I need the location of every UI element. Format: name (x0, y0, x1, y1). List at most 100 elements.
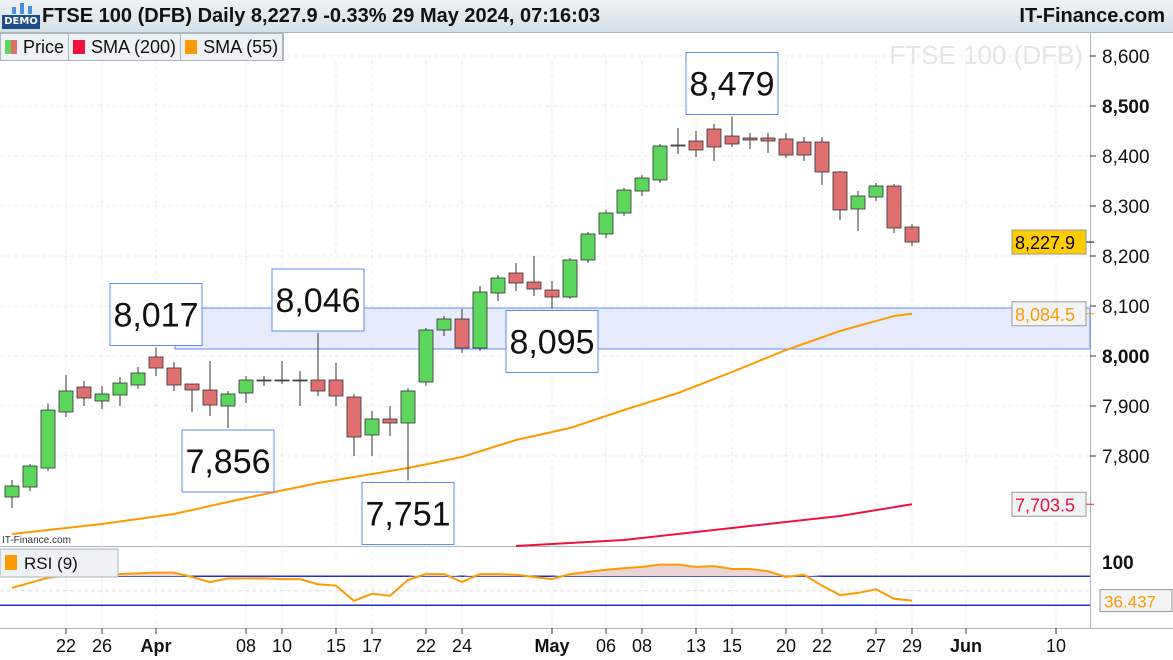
x-tick-label: 10 (1046, 636, 1066, 656)
candle (382, 418, 398, 424)
y-tick-label: 8,100 (1102, 297, 1150, 318)
candle (238, 379, 254, 394)
candle (184, 383, 200, 391)
candle (418, 329, 434, 383)
candle (634, 177, 650, 192)
price-swatch (5, 40, 17, 54)
rsi-line (11, 563, 913, 603)
x-tick-label: Apr (141, 636, 172, 656)
candle (76, 386, 92, 399)
candle (148, 356, 164, 369)
candle (274, 379, 290, 382)
candle (706, 128, 722, 148)
y-tick-label: 8,200 (1102, 247, 1150, 268)
annotation-box (361, 482, 455, 545)
candle (112, 382, 128, 396)
candle (508, 272, 524, 284)
candle (796, 141, 812, 156)
x-tick-label: 27 (866, 636, 886, 656)
candle (760, 137, 776, 142)
x-tick-label: 26 (92, 636, 112, 656)
x-tick-label: 20 (776, 636, 796, 656)
candle (400, 390, 416, 424)
legend-price[interactable]: Price (1, 34, 70, 60)
candle (328, 379, 344, 397)
candle (166, 367, 182, 386)
x-tick-label: 22 (812, 636, 832, 656)
x-tick-label: 22 (56, 636, 76, 656)
x-tick-label: 06 (596, 636, 616, 656)
panel-divider (0, 546, 1090, 547)
x-tick-label: 08 (236, 636, 256, 656)
rsi-legend (0, 548, 119, 578)
candle (778, 138, 794, 156)
legend-sma200[interactable]: SMA (200) (69, 34, 182, 60)
axis-divider (0, 628, 1173, 629)
y-tick-label: 7,900 (1102, 397, 1150, 418)
last-value-box (1011, 229, 1087, 255)
x-tick-label: 15 (722, 636, 742, 656)
instrument-watermark: FTSE 100 (DFB) (889, 40, 1083, 70)
y-tick-label: 8,400 (1102, 147, 1150, 168)
legend-label: SMA (55) (203, 36, 279, 57)
x-tick-label: 15 (326, 636, 346, 656)
x-tick-label: 17 (362, 636, 382, 656)
candle (58, 390, 74, 413)
candle (472, 291, 488, 349)
x-tick-label: 22 (416, 636, 436, 656)
y-tick-label: 8,600 (1102, 47, 1150, 68)
x-tick-label: 24 (452, 636, 472, 656)
candle (220, 393, 236, 407)
candle (850, 195, 866, 210)
x-tick-label: 29 (902, 636, 922, 656)
candle (454, 318, 470, 349)
candle (22, 465, 38, 488)
x-tick-label: 08 (632, 636, 652, 656)
last-value-label: 8,084.5 (1015, 305, 1075, 325)
panel-source: IT-Finance.com (2, 535, 71, 546)
candle (886, 185, 902, 229)
candle (40, 409, 56, 469)
bars-icon (12, 3, 32, 14)
candle (94, 393, 110, 402)
annotation-box (685, 52, 779, 115)
candle (436, 318, 452, 331)
y-tick-label: 8,000 (1102, 347, 1150, 368)
annotation-label: 8,046 (275, 282, 360, 320)
candle (616, 189, 632, 214)
x-tick-label: 13 (686, 636, 706, 656)
candle (598, 212, 614, 235)
rsi-tick-label: 100 (1102, 553, 1134, 574)
last-value-box (1011, 301, 1087, 327)
candle (688, 140, 704, 151)
x-tick-label: 10 (272, 636, 292, 656)
rsi-overbought-fill (12, 564, 912, 577)
sma200-swatch (73, 40, 86, 54)
rsi-label: RSI (9) (24, 554, 78, 573)
demo-badge: DEMO (2, 15, 40, 29)
legend: Price SMA (200) SMA (55) (0, 33, 285, 61)
legend-sma55[interactable]: SMA (55) (181, 34, 284, 60)
sma-line (515, 503, 913, 547)
candle (544, 289, 560, 298)
demo-chart-icon: DEMO (2, 2, 40, 30)
y-tick-label: 8,300 (1102, 197, 1150, 218)
candle (4, 485, 20, 498)
candle (256, 379, 272, 382)
annotation-box (109, 283, 203, 346)
annotation-label: 8,479 (689, 66, 774, 104)
x-tick-label: May (534, 636, 569, 656)
annotation-label: 8,017 (113, 297, 198, 335)
candle (292, 379, 308, 382)
y-tick-label: 8,500 (1102, 97, 1150, 118)
candle (868, 185, 884, 198)
y-tick-label: 7,800 (1102, 447, 1150, 468)
sma-line (11, 312, 913, 535)
site-name: IT-Finance.com (1019, 5, 1165, 27)
rsi-swatch (5, 555, 17, 570)
annotation-box (505, 310, 599, 373)
candle (580, 233, 596, 261)
annotation-label: 8,095 (509, 324, 594, 362)
candle (814, 141, 830, 173)
